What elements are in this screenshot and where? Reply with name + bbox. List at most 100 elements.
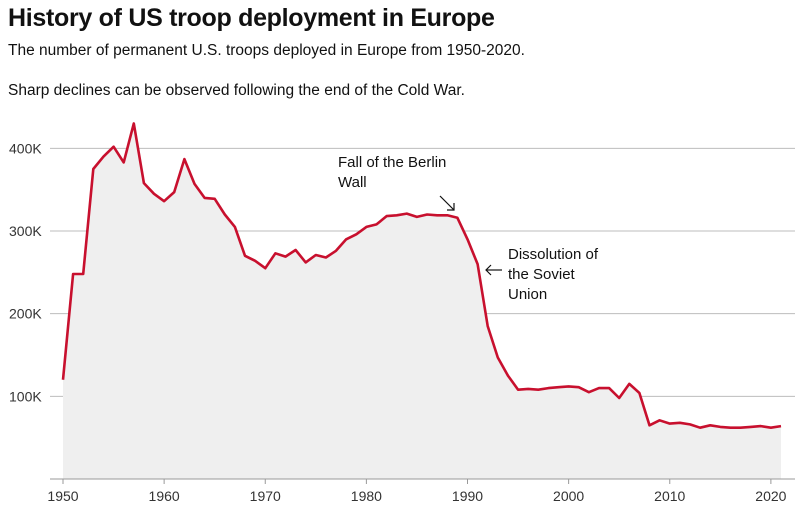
data-point [395,213,399,217]
y-tick-label: 300K [9,223,42,239]
data-point [61,378,65,382]
arrow-left-icon [485,264,502,276]
data-point [476,262,480,266]
x-tick-label: 1980 [351,488,382,504]
data-point [344,237,348,241]
data-point [506,374,510,378]
troops-series-line [61,122,782,429]
x-tick-label: 2000 [553,488,584,504]
troops-area [63,123,781,479]
data-point [435,213,439,217]
data-point [587,390,591,394]
data-point [203,196,207,200]
data-point [193,182,197,186]
data-point [607,386,611,390]
data-point [486,324,490,328]
x-tick-label: 1990 [452,488,483,504]
annotation-berlin-wall: Fall of the Berlin Wall [338,154,455,211]
data-point [71,272,75,276]
data-point [425,213,429,217]
arrow-diagonal-icon [439,195,455,211]
data-point [546,386,550,390]
data-point [172,190,176,194]
annotation-soviet-dissolution: Dissolution of the Soviet Union [485,246,599,303]
data-point [779,424,783,428]
data-point [536,388,540,392]
data-point [708,423,712,427]
data-point [648,423,652,427]
y-axis: 100K 200K 300K 400K [9,140,42,404]
annotation-soviet-line-1: Dissolution of [508,246,599,263]
data-point [577,385,581,389]
data-point [162,199,166,203]
data-point [678,421,682,425]
data-point [739,426,743,430]
data-point [284,255,288,259]
chart-title: History of US troop deployment in Europe [8,4,495,32]
data-point [759,424,763,428]
data-point [375,222,379,226]
data-point [91,167,95,171]
x-tick-label: 1960 [149,488,180,504]
data-point [304,260,308,264]
annotation-soviet-line-3: Union [508,286,547,303]
data-point [213,197,217,201]
data-point [617,396,621,400]
data-point [567,384,571,388]
data-point [385,214,389,218]
data-point [132,122,136,126]
data-point [668,422,672,426]
data-point [314,253,318,257]
annotation-berlin-line-1: Fall of the Berlin [338,154,446,171]
data-point [688,422,692,426]
data-point [112,145,116,149]
data-point [263,266,267,270]
data-point [597,386,601,390]
data-point [496,356,500,360]
data-point [81,272,85,276]
data-point [354,232,358,236]
x-tick-label: 1970 [250,488,281,504]
x-tick-label: 2020 [755,488,786,504]
data-point [526,387,530,391]
data-point [122,160,126,164]
data-point [516,388,520,392]
annotation-berlin-line-2: Wall [338,174,367,191]
data-point [243,254,247,258]
data-point [364,225,368,229]
data-point [273,251,277,255]
chart-note: Sharp declines can be observed following… [8,82,465,99]
data-point [698,426,702,430]
data-point [405,212,409,216]
data-point [658,418,662,422]
data-point [334,249,338,253]
data-point [445,213,449,217]
x-tick-label: 2010 [654,488,685,504]
y-tick-label: 200K [9,306,42,322]
chart-subtitle: The number of permanent U.S. troops depl… [8,42,525,59]
y-tick-label: 400K [9,140,42,156]
data-point [102,155,106,159]
data-point [253,259,257,263]
data-point [455,216,459,220]
data-point [324,256,328,260]
data-point [152,192,156,196]
data-point [728,426,732,430]
data-point [294,248,298,252]
data-point [627,382,631,386]
y-tick-label: 100K [9,388,42,404]
annotation-soviet-line-2: the Soviet [508,266,576,283]
data-point [749,425,753,429]
data-point [223,213,227,217]
data-point [182,157,186,161]
x-axis: 1950 1960 1970 1980 1990 2000 2010 2020 [47,479,787,504]
data-point [466,237,470,241]
x-tick-label: 1950 [47,488,78,504]
data-point [233,225,237,229]
data-point [769,426,773,430]
data-point [557,385,561,389]
data-point [637,391,641,395]
data-point [142,181,146,185]
data-point [415,215,419,219]
